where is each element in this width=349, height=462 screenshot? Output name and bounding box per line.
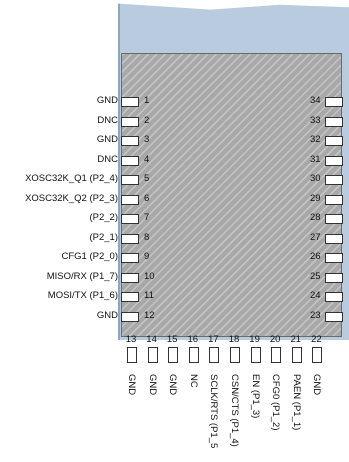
left-pin-pad (121, 155, 139, 166)
bottom-pin-number: 14 (146, 334, 157, 345)
bottom-pin-pad (250, 347, 261, 363)
right-pin-pad (325, 175, 343, 185)
right-pin-pad (325, 233, 343, 244)
left-pin-number: 9 (144, 251, 150, 262)
left-pin-label: CFG1 (P2_0) (61, 251, 119, 262)
left-pin-pad (121, 233, 139, 244)
bottom-pin-pad (312, 347, 323, 363)
right-pin-pad (325, 253, 343, 263)
right-pin-number: 27 (310, 231, 321, 243)
right-pin-number: 29 (310, 192, 321, 204)
right-pin-pad (325, 155, 343, 166)
bottom-pin-pad (188, 347, 199, 363)
left-pin-pad (121, 116, 139, 127)
left-pin-label: (P2_2) (89, 212, 118, 223)
bottom-pin-number: 15 (166, 334, 178, 345)
bottom-pin-label: GND (126, 374, 137, 396)
bottom-pin-number: 13 (125, 334, 137, 345)
left-pin-label: GND (96, 309, 118, 321)
right-pin-number: 26 (310, 251, 321, 262)
right-pin-number: 34 (310, 95, 321, 106)
rf-shield-can (121, 53, 342, 337)
bottom-pin-pad (127, 347, 137, 363)
bottom-pin-number: 18 (228, 334, 240, 345)
bottom-pin-number: 20 (269, 334, 281, 345)
left-pin-pad (121, 97, 139, 107)
left-pin-pad (121, 136, 139, 146)
bottom-pin-pad (147, 347, 158, 363)
right-pin-number: 30 (310, 173, 321, 184)
left-pin-number: 3 (144, 134, 150, 145)
left-pin-number: 11 (144, 290, 154, 301)
bottom-pin-pad (291, 347, 302, 363)
left-pin-label: DNC (97, 114, 118, 126)
left-pin-number: 10 (144, 270, 155, 282)
left-pin-number: 8 (144, 231, 150, 243)
right-pin-number: 25 (310, 270, 321, 282)
right-pin-number: 24 (310, 290, 321, 301)
right-pin-pad (325, 116, 343, 127)
right-pin-pad (325, 194, 343, 205)
right-pin-number: 28 (310, 212, 321, 223)
board-torn-edge (118, 0, 349, 10)
bottom-pin-number: 21 (290, 334, 302, 345)
left-pin-pad (121, 311, 139, 322)
bottom-pin-pad (230, 347, 240, 363)
bottom-pin-label: NC (187, 374, 199, 388)
bottom-pin-pad (209, 347, 220, 363)
left-pin-pad (121, 214, 139, 224)
left-pin-label: DNC (97, 153, 118, 165)
left-pin-pad (121, 272, 139, 283)
left-pin-label: GND (96, 134, 118, 145)
left-pin-number: 5 (144, 173, 150, 184)
bottom-pin-number: 16 (187, 334, 199, 345)
right-pin-number: 23 (310, 309, 321, 321)
left-pin-pad (121, 175, 139, 185)
left-pin-label: MISO/RX (P1_7) (46, 270, 118, 282)
bottom-pin-label: EN (P1_3) (249, 374, 261, 419)
bottom-pin-number: 17 (208, 334, 219, 345)
bottom-pin-number: 22 (311, 334, 322, 345)
bottom-pin-pad (168, 347, 179, 363)
left-pin-label: (P2_1) (89, 231, 118, 243)
right-pin-number: 32 (310, 134, 321, 145)
left-pin-number: 4 (144, 153, 150, 165)
left-pin-pad (121, 253, 139, 263)
bottom-pin-label: PAEN (P1_1) (290, 374, 302, 431)
bottom-pin-pad (271, 347, 282, 363)
left-pin-number: 12 (144, 309, 155, 321)
right-pin-pad (325, 136, 343, 146)
bottom-pin-label: CSN/CTS (P1_4) (229, 374, 240, 447)
left-pin-pad (121, 292, 139, 302)
bottom-pin-label: CFG0 (P1_2) (270, 374, 282, 431)
right-pin-pad (325, 97, 343, 107)
right-pin-pad (325, 214, 343, 224)
left-pin-label: XOSC32K_Q1 (P2_4) (25, 173, 118, 184)
left-pin-number: 1 (144, 95, 150, 106)
left-pin-label: XOSC32K_Q2 (P2_3) (25, 192, 118, 204)
bottom-pin-label: GND (146, 374, 158, 396)
bottom-pin-label: GND (311, 374, 323, 396)
left-pin-number: 6 (144, 192, 150, 204)
bottom-pin-label: SCLK/RTS (P1_5 (208, 374, 220, 449)
left-pin-number: 7 (144, 212, 150, 223)
right-pin-pad (325, 292, 343, 302)
bottom-pin-label: GND (167, 374, 179, 396)
right-pin-number: 33 (310, 114, 321, 126)
left-pin-pad (121, 194, 139, 205)
right-pin-pad (325, 272, 343, 283)
right-pin-number: 31 (310, 153, 321, 165)
left-pin-label: GND (96, 95, 118, 106)
left-pin-number: 2 (144, 114, 150, 126)
left-pin-label: MOSI/TX (P1_6) (47, 290, 118, 301)
right-pin-pad (325, 311, 343, 322)
bottom-pin-number: 19 (249, 334, 260, 345)
